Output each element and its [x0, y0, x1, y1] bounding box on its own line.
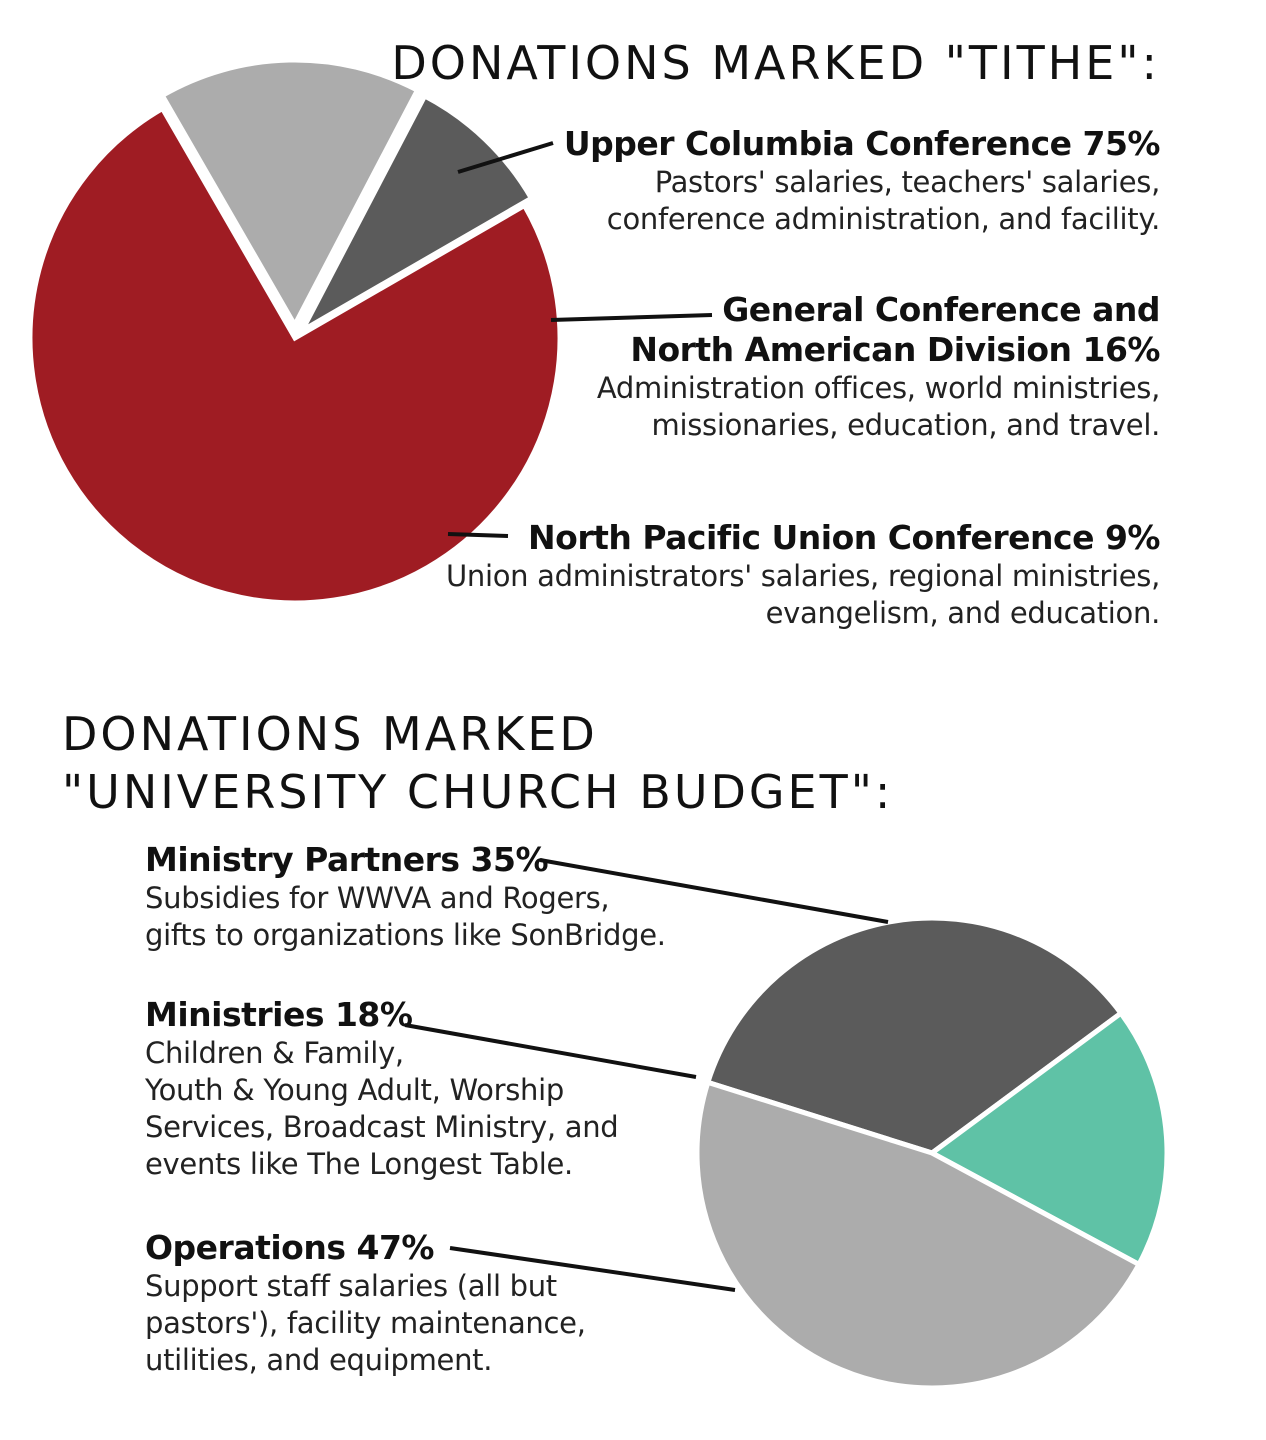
slice-description-line: missionaries, education, and travel. [597, 407, 1160, 444]
slice-title-line: Operations 47% [145, 1228, 586, 1268]
slice-label-operations: Operations 47% Support staff salaries (al… [145, 1228, 586, 1379]
slice-label-general-conference-and-north-american-division: General Conference and North American Div… [597, 290, 1160, 444]
slice-description-line: Services, Broadcast Ministry, and [145, 1109, 618, 1146]
slice-title-line: Ministry Partners 35% [145, 840, 666, 880]
slice-description-line: evangelism, and education. [446, 595, 1160, 632]
slice-description-line: Support staff salaries (all but [145, 1268, 586, 1305]
tithe-chart-title: DONATIONS MARKED "TITHE": [391, 40, 1160, 86]
slice-label-upper-columbia-conference: Upper Columbia Conference 75% Pastors' sa… [564, 124, 1160, 238]
budget-pie-chart [697, 918, 1167, 1388]
slice-description-line: Children & Family, [145, 1035, 618, 1072]
slice-description-line: events like The Longest Table. [145, 1146, 618, 1183]
slice-label-ministries: Ministries 18% Children & Family, Youth & … [145, 995, 618, 1183]
slice-description-line: conference administration, and facility. [564, 201, 1160, 238]
slice-title-line: Upper Columbia Conference 75% [564, 124, 1160, 164]
budget-chart-title: DONATIONS MARKED "UNIVERSITY CHURCH BUDG… [62, 705, 893, 821]
slice-label-north-pacific-union-conference: North Pacific Union Conference 9% Union a… [446, 518, 1160, 632]
slice-description-line: gifts to organizations like SonBridge. [145, 917, 666, 954]
slice-title-line: General Conference and [597, 290, 1160, 330]
slice-description-line: utilities, and equipment. [145, 1342, 586, 1379]
slice-description-line: Union administrators' salaries, regional… [446, 558, 1160, 595]
slice-description-line: Subsidies for WWVA and Rogers, [145, 880, 666, 917]
slice-title-line: North American Division 16% [597, 330, 1160, 370]
slice-label-ministry-partners: Ministry Partners 35% Subsidies for WWVA … [145, 840, 666, 954]
slice-title-line: Ministries 18% [145, 995, 618, 1035]
slice-title-line: North Pacific Union Conference 9% [446, 518, 1160, 558]
slice-description-line: Administration offices, world ministries… [597, 370, 1160, 407]
slice-description-line: Youth & Young Adult, Worship [145, 1072, 618, 1109]
slice-description-line: Pastors' salaries, teachers' salaries, [564, 164, 1160, 201]
slice-description-line: pastors'), facility maintenance, [145, 1305, 586, 1342]
